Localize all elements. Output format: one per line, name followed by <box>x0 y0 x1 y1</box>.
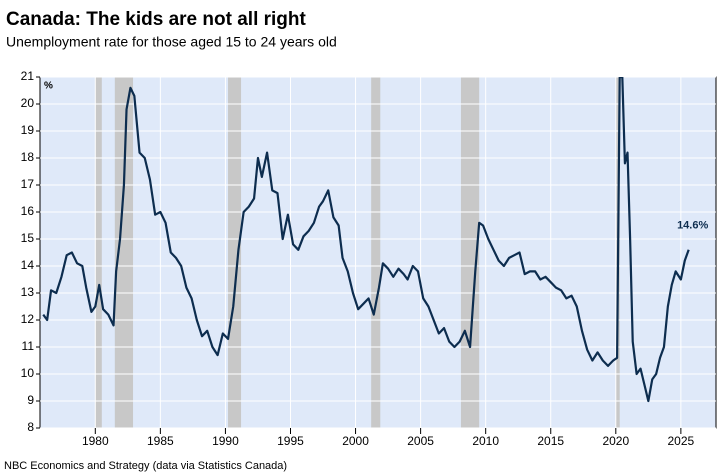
y-tick-label: 17 <box>21 177 35 191</box>
x-tick-label: 1980 <box>82 434 109 448</box>
y-tick-label: 16 <box>21 204 35 218</box>
data-line <box>42 77 690 403</box>
x-tick-label: 2025 <box>668 434 695 448</box>
y-tick-label: 8 <box>27 420 34 434</box>
recession-band <box>95 77 102 428</box>
x-tick-label: 1985 <box>147 434 174 448</box>
y-tick-label: 12 <box>21 312 35 326</box>
x-tick-label: 2000 <box>342 434 369 448</box>
x-tick-label: 1990 <box>212 434 239 448</box>
x-tick-label: 2015 <box>537 434 564 448</box>
y-tick-label: 21 <box>21 69 35 83</box>
y-tick-label: 14 <box>21 258 35 272</box>
y-tick-label: 10 <box>21 366 35 380</box>
y-tick-label: 15 <box>21 231 35 245</box>
y-tick-label: 9 <box>27 393 34 407</box>
y-tick-label: 11 <box>22 339 35 353</box>
x-tick-label: 1995 <box>277 434 304 448</box>
y-tick-label: 18 <box>21 150 35 164</box>
x-tick-label: 2010 <box>472 434 499 448</box>
y-tick-label: 20 <box>21 96 35 110</box>
recession-band <box>114 77 134 428</box>
source: NBC Economics and Strategy (data via Sta… <box>4 460 287 472</box>
y-tick-label: 13 <box>21 285 35 299</box>
x-tick-label: 2020 <box>602 434 629 448</box>
y-axis-label: % <box>44 81 53 92</box>
chart-subtitle: Unemployment rate for those aged 15 to 2… <box>6 34 337 50</box>
recession-band <box>371 77 381 428</box>
x-tick-label: 2005 <box>407 434 434 448</box>
recession-band <box>228 77 242 428</box>
end-label: 14.6% <box>677 220 708 232</box>
recession-band <box>460 77 480 428</box>
y-tick-label: 19 <box>21 123 35 137</box>
chart-title: Canada: The kids are not all right <box>6 9 307 30</box>
